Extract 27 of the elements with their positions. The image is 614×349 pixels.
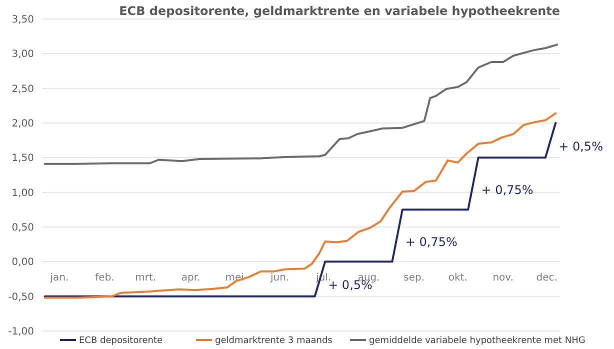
- legend-label: ECB depositorente: [79, 336, 163, 346]
- x-tick-label: jan.: [49, 272, 69, 284]
- x-tick-label: nov.: [492, 272, 514, 284]
- y-tick-label: 2,00: [12, 118, 34, 130]
- y-tick-label: 3,00: [12, 49, 34, 60]
- y-tick-label: -0,50: [8, 292, 34, 303]
- x-tick-label: dec.: [536, 272, 558, 284]
- annotation: + 0,75%: [481, 182, 534, 197]
- x-tick-label: sep.: [404, 272, 425, 284]
- y-tick-label: 3,50: [12, 14, 34, 26]
- line-series: [44, 44, 558, 165]
- y-tick-label: 0,50: [12, 222, 34, 234]
- chart-title: ECB depositorente, geldmarktrente en variabele hypotheekrente: [119, 4, 560, 18]
- x-tick-label: apr.: [181, 272, 200, 284]
- x-tick-label: okt.: [448, 272, 468, 284]
- y-tick-label: 1,00: [12, 188, 34, 199]
- y-tick-label: 2,50: [12, 84, 34, 95]
- x-tick-label: feb.: [95, 272, 114, 284]
- y-tick-label: -1,00: [8, 326, 34, 338]
- y-tick-label: 1,50: [12, 153, 34, 164]
- legend-label: gemiddelde variabele hypotheekrente met NHG: [369, 336, 586, 346]
- x-tick-label: jun.: [270, 272, 290, 284]
- x-tick-label: mrt.: [135, 272, 156, 284]
- annotation: + 0,5%: [558, 140, 603, 154]
- y-tick-label: 0,00: [12, 257, 34, 268]
- annotation: + 0,75%: [405, 234, 458, 249]
- legend-label: geldmarktrente 3 maands: [215, 336, 333, 346]
